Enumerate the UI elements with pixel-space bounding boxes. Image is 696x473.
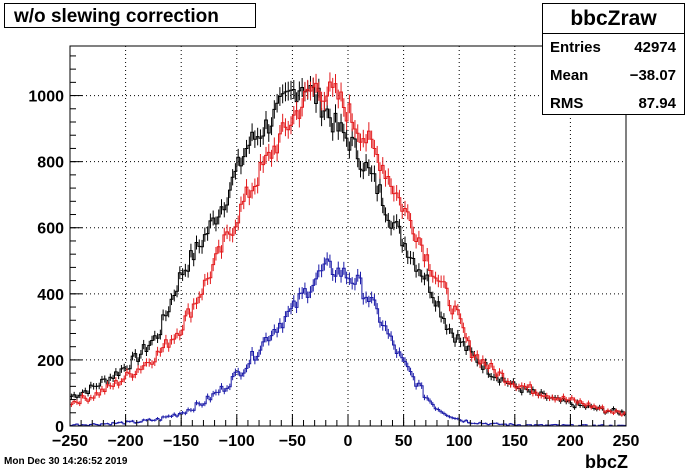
x-tick-label: 0 bbox=[344, 433, 353, 450]
histogram-series-1 bbox=[70, 81, 626, 416]
y-tick-label: 200 bbox=[37, 353, 64, 370]
x-tick-label: 50 bbox=[395, 433, 413, 450]
x-tick-label: 100 bbox=[446, 433, 473, 450]
x-tick-label: −200 bbox=[108, 433, 144, 450]
stats-entries-value: 42974 bbox=[634, 39, 676, 56]
stats-entries-label: Entries bbox=[550, 39, 601, 56]
stats-rms-value: 87.94 bbox=[638, 95, 676, 112]
stats-box: bbcZraw Entries 42974 Mean −38.07 RMS 87… bbox=[542, 3, 685, 115]
x-tick-label: 200 bbox=[557, 433, 584, 450]
y-tick-label: 1000 bbox=[28, 89, 64, 106]
stats-rms-row: RMS 87.94 bbox=[543, 90, 684, 118]
x-tick-label: 150 bbox=[501, 433, 528, 450]
x-tick-label: −250 bbox=[52, 433, 88, 450]
stats-entries-row: Entries 42974 bbox=[543, 34, 684, 62]
stats-mean-label: Mean bbox=[550, 67, 589, 84]
stats-mean-value: −38.07 bbox=[629, 67, 676, 84]
x-tick-label: −150 bbox=[163, 433, 199, 450]
x-tick-label: 250 bbox=[613, 433, 640, 450]
y-tick-label: 400 bbox=[37, 287, 64, 304]
y-tick-label: 600 bbox=[37, 221, 64, 238]
x-tick-label: −100 bbox=[219, 433, 255, 450]
plot-title: w/o slewing correction bbox=[4, 3, 256, 28]
timestamp: Mon Dec 30 14:26:52 2019 bbox=[4, 456, 128, 467]
x-axis-title: bbcZ bbox=[585, 452, 628, 472]
x-tick-label: −50 bbox=[279, 433, 306, 450]
y-tick-label: 0 bbox=[55, 419, 64, 436]
stats-mean-row: Mean −38.07 bbox=[543, 62, 684, 90]
histogram-series-0 bbox=[70, 85, 626, 415]
y-tick-label: 800 bbox=[37, 155, 64, 172]
stats-rms-label: RMS bbox=[550, 95, 584, 112]
stats-histogram-name: bbcZraw bbox=[543, 4, 684, 34]
